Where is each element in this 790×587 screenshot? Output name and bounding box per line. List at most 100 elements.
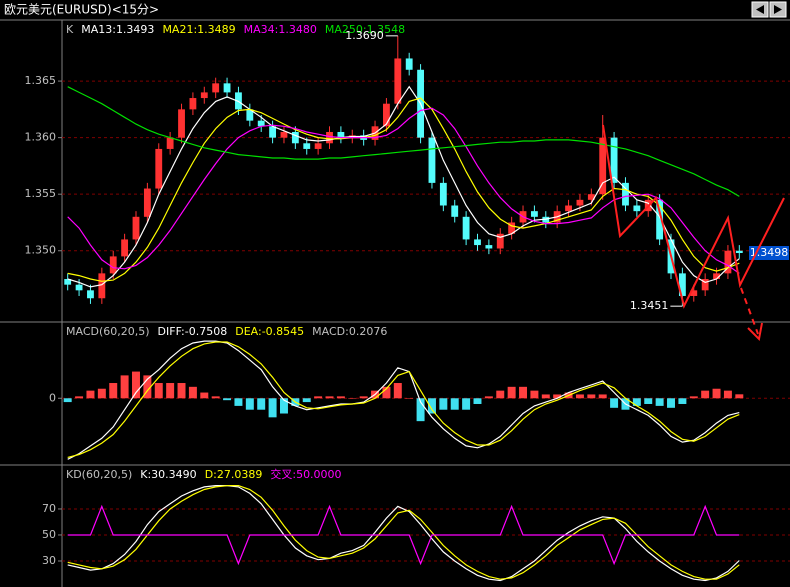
legend-label: 交叉:50.0000 bbox=[270, 467, 341, 481]
candle-body bbox=[576, 199, 584, 206]
prev-icon bbox=[756, 5, 764, 14]
candle-body bbox=[428, 137, 436, 183]
min-label: 1.3451 bbox=[630, 299, 669, 312]
macd-bar bbox=[177, 383, 186, 399]
macd-bar bbox=[427, 398, 436, 414]
macd-bar bbox=[393, 383, 402, 399]
legend-label: DIFF:-0.7508 bbox=[158, 325, 228, 338]
next-icon bbox=[774, 5, 782, 14]
candle-body bbox=[599, 137, 607, 195]
macd-bar bbox=[200, 392, 209, 399]
nav-buttons[interactable] bbox=[751, 1, 787, 18]
macd-bar bbox=[188, 386, 197, 399]
macd-bar bbox=[359, 396, 368, 399]
macd-bar bbox=[598, 394, 607, 399]
candle-body bbox=[337, 131, 345, 138]
macd-bar bbox=[507, 386, 516, 399]
candle-body bbox=[735, 250, 743, 254]
y-tick-label: 1.360 bbox=[25, 131, 57, 144]
macd-bar bbox=[120, 375, 129, 399]
macd-bar bbox=[530, 390, 539, 399]
candle-body bbox=[166, 137, 174, 149]
macd-bar bbox=[348, 398, 357, 399]
legend-label: KD(60,20,5) bbox=[66, 468, 132, 481]
macd-bar bbox=[678, 398, 687, 404]
max-label: 1.3690 bbox=[345, 29, 384, 42]
y-tick-label: 1.350 bbox=[25, 244, 57, 257]
legend-label: K bbox=[66, 23, 74, 36]
macd-bar bbox=[143, 375, 152, 399]
macd-bar bbox=[63, 398, 72, 403]
macd-bar bbox=[166, 383, 175, 399]
ma-line bbox=[67, 86, 740, 197]
candle-body bbox=[280, 131, 288, 138]
macd-bar bbox=[302, 398, 311, 403]
macd-bar bbox=[553, 394, 562, 399]
macd-bar bbox=[610, 398, 619, 408]
candle-body bbox=[462, 216, 470, 240]
legend-label: MACD(60,20,5) bbox=[66, 325, 150, 338]
macd-bar bbox=[735, 394, 744, 399]
candle-body bbox=[269, 126, 277, 138]
last-price-label: 1.3498 bbox=[750, 246, 789, 259]
macd-bar bbox=[382, 386, 391, 399]
macd-bar bbox=[223, 398, 232, 401]
legend-label: MA34:1.3480 bbox=[244, 23, 317, 36]
macd-bar bbox=[462, 398, 471, 410]
macd-bar bbox=[154, 383, 163, 399]
candle-body bbox=[64, 279, 72, 285]
macd-bar bbox=[712, 388, 721, 399]
candle-body bbox=[633, 205, 641, 212]
macd-bar bbox=[75, 396, 84, 399]
y-tick-label: 50 bbox=[42, 528, 56, 541]
candle-body bbox=[246, 109, 254, 121]
macd-bar bbox=[484, 396, 493, 399]
candle-body bbox=[212, 83, 220, 93]
y-tick-label: 70 bbox=[42, 502, 56, 515]
macd-bar bbox=[473, 398, 482, 404]
kd-line bbox=[67, 504, 740, 566]
legend-label: K:30.3490 bbox=[140, 468, 196, 481]
candle-body bbox=[565, 205, 572, 212]
macd-bar bbox=[439, 398, 448, 410]
plot: 1.350 1.355 1.360 1.365 K MA13:1.3493 MA21:1.3… bbox=[25, 23, 790, 582]
y-tick-label: 1.355 bbox=[25, 187, 57, 200]
macd-bar bbox=[519, 386, 528, 399]
legend-label: DEA:-0.8545 bbox=[235, 325, 304, 338]
macd-bar bbox=[314, 396, 323, 399]
macd-bar bbox=[132, 371, 140, 399]
macd-bar bbox=[416, 398, 425, 422]
legend-label: MA21:1.3489 bbox=[162, 23, 235, 36]
macd-line bbox=[67, 340, 740, 460]
macd-bar bbox=[655, 398, 664, 406]
macd-bar bbox=[644, 398, 653, 404]
candle-body bbox=[132, 216, 140, 240]
candle-body bbox=[508, 222, 516, 234]
legend-label: MACD:0.2076 bbox=[312, 325, 387, 338]
candle-body bbox=[394, 58, 402, 104]
candle-body bbox=[724, 250, 732, 274]
macd-bar bbox=[86, 390, 95, 399]
candle-body bbox=[405, 58, 413, 70]
macd-bar bbox=[245, 398, 254, 410]
ma-line bbox=[67, 107, 740, 274]
candle-body bbox=[314, 143, 322, 149]
candle-body bbox=[200, 92, 208, 99]
legend-label: D:27.0389 bbox=[205, 468, 263, 481]
kd-line bbox=[67, 485, 740, 580]
candle-body bbox=[383, 103, 390, 127]
candle-body bbox=[326, 131, 333, 144]
candle-body bbox=[98, 273, 106, 299]
macd-bar bbox=[405, 398, 414, 399]
candle-body bbox=[656, 199, 664, 240]
macd-bar bbox=[257, 398, 266, 410]
candle-body bbox=[530, 211, 538, 217]
candle-body bbox=[701, 279, 709, 291]
macd-bar bbox=[336, 396, 345, 399]
drawn-arrowhead bbox=[747, 322, 763, 342]
macd-line bbox=[67, 341, 740, 458]
candle-body bbox=[155, 148, 163, 189]
candle-body bbox=[87, 290, 94, 299]
legend-label: MA13:1.3493 bbox=[81, 23, 154, 36]
